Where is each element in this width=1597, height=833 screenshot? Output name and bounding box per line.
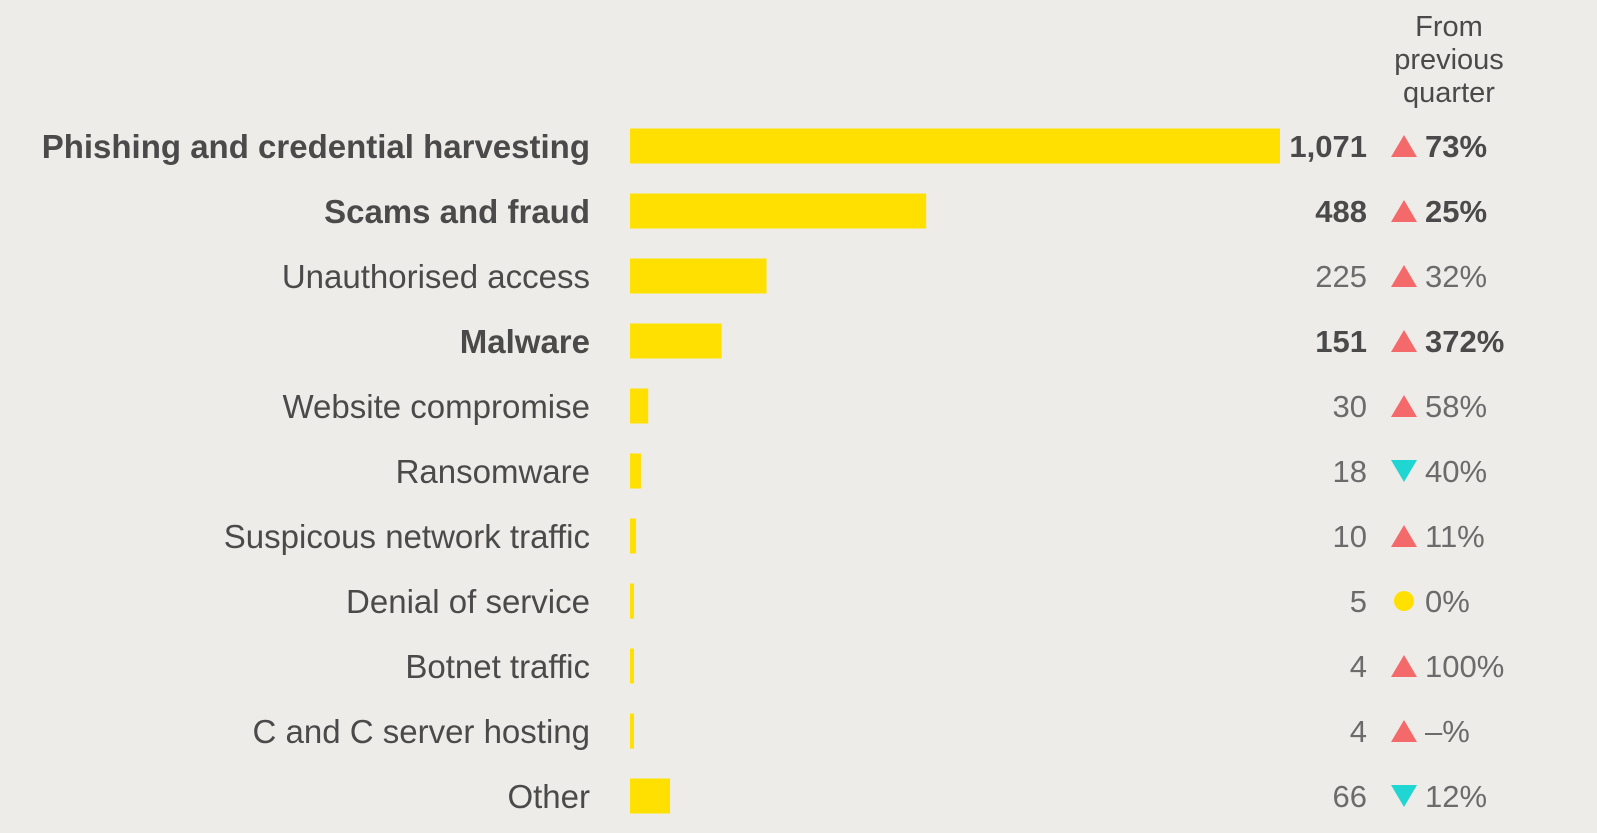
value-label: 5 bbox=[1350, 584, 1367, 619]
bar bbox=[630, 128, 1280, 164]
bar-row: Botnet traffic 4 100% bbox=[405, 648, 1504, 685]
change-label: 25% bbox=[1425, 194, 1487, 229]
value-label: 66 bbox=[1333, 779, 1367, 814]
value-label: 18 bbox=[1333, 454, 1367, 489]
up-triangle-icon bbox=[1391, 200, 1417, 222]
bar bbox=[630, 778, 671, 814]
category-label: C and C server hosting bbox=[253, 713, 591, 750]
bar bbox=[630, 388, 649, 424]
value-label: 488 bbox=[1315, 194, 1367, 229]
value-label: 10 bbox=[1333, 519, 1367, 554]
bar bbox=[630, 713, 634, 749]
change-label: 0% bbox=[1425, 584, 1470, 619]
up-triangle-icon bbox=[1391, 655, 1417, 677]
down-triangle-icon bbox=[1391, 460, 1417, 482]
category-label: Denial of service bbox=[346, 583, 590, 620]
category-label: Botnet traffic bbox=[405, 648, 590, 685]
value-label: 4 bbox=[1350, 649, 1367, 684]
bar-row: C and C server hosting 4 –% bbox=[253, 713, 1470, 750]
bar bbox=[630, 323, 722, 359]
down-triangle-icon bbox=[1391, 785, 1417, 807]
bar-row: Ransomware 18 40% bbox=[396, 453, 1487, 490]
bar-row: Other 66 12% bbox=[507, 778, 1487, 815]
change-header-line: previous bbox=[1394, 44, 1504, 76]
bar bbox=[630, 193, 927, 229]
bar-row: Unauthorised access 225 32% bbox=[282, 258, 1487, 295]
change-label: 58% bbox=[1425, 389, 1487, 424]
category-label: Scams and fraud bbox=[324, 193, 590, 230]
up-triangle-icon bbox=[1391, 330, 1417, 352]
change-label: 40% bbox=[1425, 454, 1487, 489]
bar-row: Scams and fraud 488 25% bbox=[324, 193, 1487, 230]
category-label: Suspicous network traffic bbox=[224, 518, 590, 555]
bar-row: Denial of service 5 0% bbox=[346, 583, 1470, 620]
category-label: Malware bbox=[460, 323, 590, 360]
flat-dot-icon bbox=[1394, 591, 1414, 611]
category-label: Ransomware bbox=[396, 453, 590, 490]
category-label: Phishing and credential harvesting bbox=[42, 128, 590, 165]
value-label: 225 bbox=[1315, 259, 1367, 294]
bar-row: Website compromise 30 58% bbox=[283, 388, 1488, 425]
change-label: 32% bbox=[1425, 259, 1487, 294]
change-label: –% bbox=[1425, 714, 1470, 749]
chart-rows: Phishing and credential harvesting 1,071 7… bbox=[42, 128, 1505, 815]
up-triangle-icon bbox=[1391, 135, 1417, 157]
bar bbox=[630, 453, 641, 489]
change-header-line: quarter bbox=[1403, 77, 1495, 109]
value-label: 1,071 bbox=[1289, 129, 1367, 164]
category-label: Website compromise bbox=[283, 388, 591, 425]
change-label: 11% bbox=[1425, 519, 1485, 554]
up-triangle-icon bbox=[1391, 720, 1417, 742]
up-triangle-icon bbox=[1391, 265, 1417, 287]
change-header-line: From bbox=[1415, 11, 1483, 43]
value-label: 4 bbox=[1350, 714, 1367, 749]
category-label: Other bbox=[507, 778, 590, 815]
bar bbox=[630, 583, 634, 619]
value-label: 151 bbox=[1315, 324, 1367, 359]
bar-row: Phishing and credential harvesting 1,071 7… bbox=[42, 128, 1487, 165]
category-label: Unauthorised access bbox=[282, 258, 590, 295]
change-label: 12% bbox=[1425, 779, 1487, 814]
up-triangle-icon bbox=[1391, 395, 1417, 417]
bar-row: Malware 151 372% bbox=[460, 323, 1505, 360]
change-label: 100% bbox=[1425, 649, 1504, 684]
value-label: 30 bbox=[1333, 389, 1367, 424]
change-label: 372% bbox=[1425, 324, 1504, 359]
up-triangle-icon bbox=[1391, 525, 1417, 547]
change-label: 73% bbox=[1425, 129, 1487, 164]
bar-row: Suspicous network traffic 10 11% bbox=[224, 518, 1485, 555]
bar bbox=[630, 258, 767, 294]
bar bbox=[630, 518, 637, 554]
bar bbox=[630, 648, 634, 684]
